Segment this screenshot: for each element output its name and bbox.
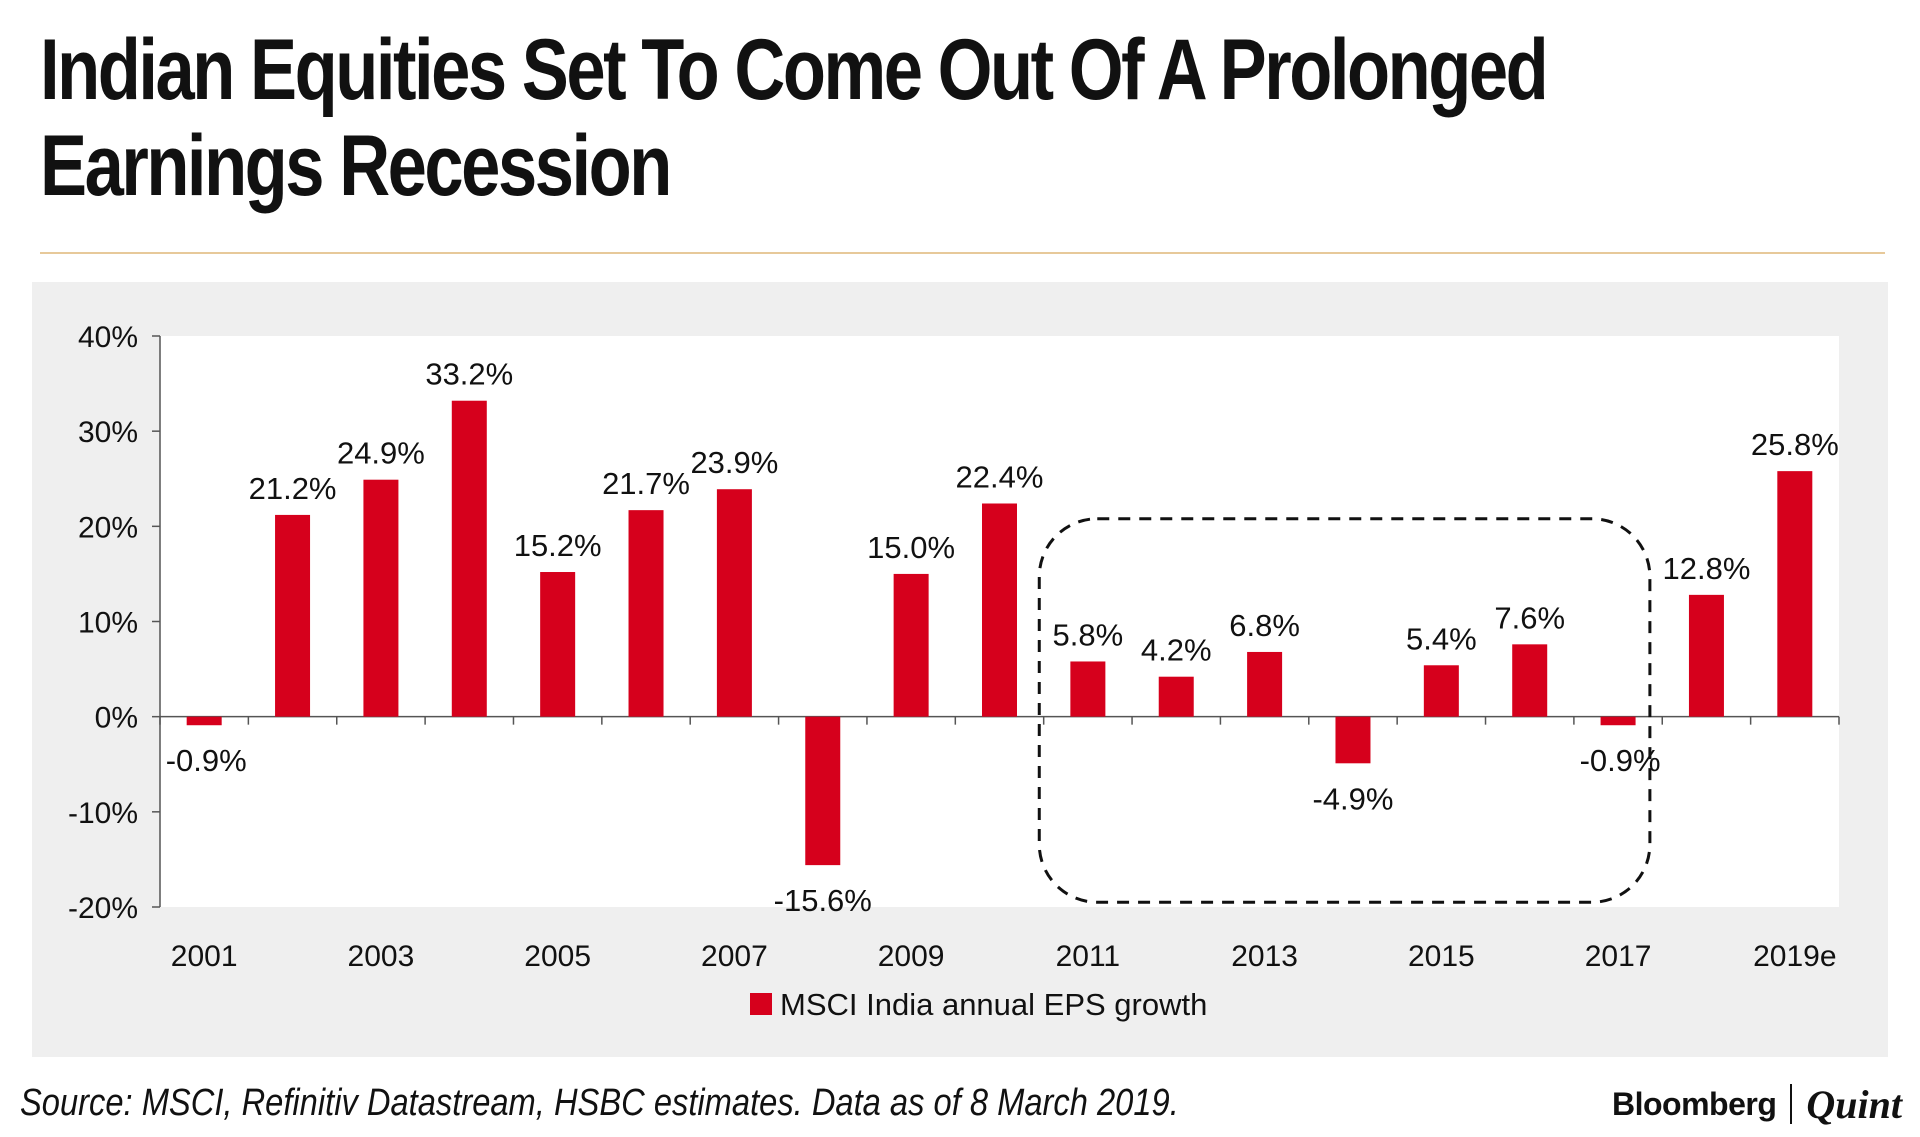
title-line-1: Indian Equities Set To Come Out Of A Pro…: [40, 22, 1549, 118]
bar-2017: [1600, 716, 1636, 726]
x-tick-label: 2015: [1408, 940, 1475, 973]
bar-2013: [1247, 651, 1283, 717]
bar-2002: [275, 514, 311, 717]
data-label-2006: 21.7%: [602, 466, 690, 501]
data-label-2012: 4.2%: [1141, 633, 1212, 668]
chart-panel: -20% -10% 0% 10% 20% 30% 40% -0.9% 21.2% 24.9% 33.…: [32, 282, 1888, 1057]
logo-quint-text: Quint: [1806, 1081, 1902, 1127]
bar-chart: -20% -10% 0% 10% 20% 30% 40% -0.9% 21.2%24.9% 33.…: [68, 321, 1840, 1022]
logo-separator: [1790, 1084, 1793, 1124]
bar-2003: [363, 479, 399, 717]
title-divider: [40, 252, 1885, 254]
bar-2012: [1158, 676, 1194, 717]
bar-2009: [893, 573, 929, 717]
x-tick-label: 2003: [348, 940, 415, 973]
x-tick-label: 2001: [171, 940, 238, 973]
data-label-2015: 5.4%: [1406, 621, 1477, 656]
data-label-2002: 21.2%: [249, 471, 337, 506]
x-tick-label: 2007: [701, 940, 768, 973]
x-tick-label: 2011: [1056, 940, 1121, 973]
highlight-dashed-box: [1037, 517, 1652, 904]
data-label-2018: 12.8%: [1662, 551, 1750, 586]
data-label-2017: -0.9%: [1580, 743, 1661, 778]
bar-2005: [540, 572, 576, 717]
bar-2015: [1423, 665, 1459, 717]
bar-2004: [451, 400, 487, 717]
data-label-2009: 15.0%: [867, 530, 955, 565]
bar-2014: [1335, 716, 1371, 764]
bar-2008: [805, 716, 841, 866]
logo-bloomberg-text: Bloomberg: [1612, 1085, 1777, 1122]
bar-2006: [628, 510, 664, 717]
y-tick-label: 40%: [78, 321, 138, 354]
y-tick-label: 10%: [78, 607, 138, 640]
y-tick-label: 0%: [95, 702, 138, 735]
bar-2018: [1688, 594, 1724, 717]
data-label-2016: 7.6%: [1494, 600, 1565, 635]
x-tick-label: 2009: [878, 940, 945, 973]
y-tick-label: 20%: [78, 511, 138, 544]
y-tick-label: -10%: [68, 797, 138, 830]
data-label-2019e: 25.8%: [1751, 427, 1839, 462]
y-tick-label: 30%: [78, 416, 138, 449]
bar-2007: [716, 489, 752, 717]
chart-title: Indian Equities Set To Come Out Of A Pro…: [40, 22, 1565, 214]
data-label-2001: -0.9%: [166, 743, 247, 778]
x-tick-label: 2017: [1585, 940, 1652, 973]
x-tick-label: 2005: [524, 940, 591, 973]
x-tick-label: 2013: [1231, 940, 1298, 973]
data-label-2003: 24.9%: [337, 436, 425, 471]
data-label-2007: 23.9%: [690, 445, 778, 480]
x-tick-label: 2019e: [1753, 940, 1836, 973]
data-label-2010: 22.4%: [956, 459, 1044, 494]
data-label-2011: 5.8%: [1053, 617, 1124, 652]
bar-2001: [186, 716, 222, 726]
data-label-2014: -4.9%: [1312, 781, 1393, 816]
bar-2019e: [1777, 471, 1813, 717]
source-note: Source: MSCI, Refinitiv Datastream, HSBC…: [20, 1082, 1179, 1124]
data-label-2008: -15.6%: [774, 883, 872, 918]
data-label-2005: 15.2%: [514, 528, 602, 563]
bar-2010: [982, 503, 1017, 717]
publisher-logo: Bloomberg Quint: [1612, 1080, 1902, 1128]
legend-label: MSCI India annual EPS growth: [780, 987, 1207, 1022]
legend-swatch: [750, 993, 772, 1015]
data-label-2004: 33.2%: [425, 357, 513, 392]
bar-2016: [1512, 644, 1548, 717]
title-line-2: Earnings Recession: [40, 118, 672, 214]
data-label-2013: 6.8%: [1229, 608, 1300, 643]
bar-2011: [1070, 661, 1106, 717]
y-tick-label: -20%: [68, 892, 138, 925]
